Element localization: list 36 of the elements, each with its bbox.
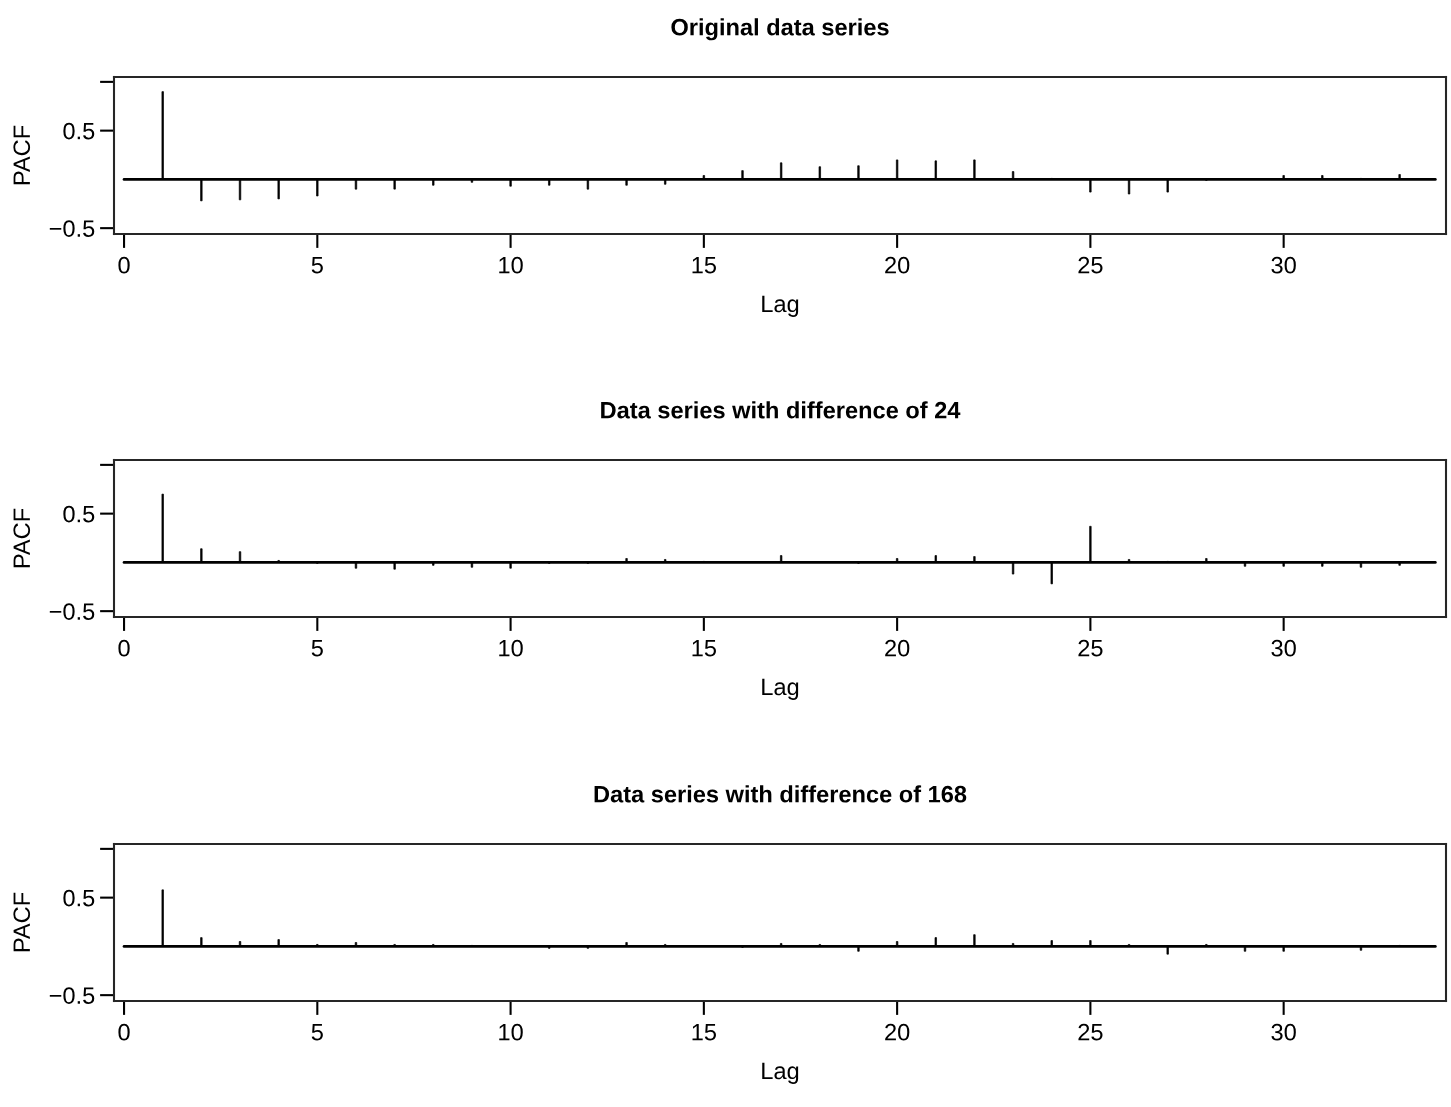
x-tick-label: 15 xyxy=(692,640,716,657)
x-axis-title: Lag xyxy=(762,295,799,317)
x-tick-label: 15 xyxy=(692,257,716,274)
y-axis-title: PACF xyxy=(13,508,31,568)
x-tick-label: 25 xyxy=(1078,639,1103,657)
y-tick-label: −0.5 xyxy=(49,987,95,1004)
y-tick-label: −0.5 xyxy=(49,220,95,237)
x-tick-label: 20 xyxy=(885,639,910,657)
chart-title: Data series with difference of 168 xyxy=(594,785,967,803)
x-tick-label: 30 xyxy=(1271,256,1296,274)
y-tick-label: −0.5 xyxy=(49,603,95,620)
x-tick-label: 5 xyxy=(311,640,323,657)
x-tick-label: 10 xyxy=(499,256,523,274)
x-tick-label: 30 xyxy=(1271,1023,1296,1041)
chart-title: Data series with difference of 24 xyxy=(601,401,961,419)
x-tick-label: 15 xyxy=(692,1024,716,1041)
x-tick-label: 20 xyxy=(885,1023,910,1041)
chart-title: Original data series xyxy=(671,18,889,41)
x-axis-title: Lag xyxy=(762,1062,799,1084)
y-axis-title: PACF xyxy=(13,892,31,952)
y-axis-title: PACF xyxy=(13,125,31,185)
x-tick-label: 30 xyxy=(1271,639,1296,657)
x-tick-label: 25 xyxy=(1078,256,1103,274)
x-tick-label: 0 xyxy=(118,639,130,657)
y-tick-label: 0.5 xyxy=(63,122,95,140)
x-tick-label: 10 xyxy=(499,639,523,657)
x-tick-label: 0 xyxy=(118,1023,130,1041)
x-axis-title: Lag xyxy=(762,678,799,700)
x-tick-label: 0 xyxy=(118,256,130,274)
x-tick-label: 25 xyxy=(1078,1023,1103,1041)
y-tick-label: 0.5 xyxy=(63,889,95,907)
y-tick-label: 0.5 xyxy=(63,505,95,523)
x-tick-label: 20 xyxy=(885,256,910,274)
x-tick-label: 5 xyxy=(311,1024,323,1041)
x-tick-label: 10 xyxy=(499,1023,523,1041)
x-tick-label: 5 xyxy=(311,257,323,274)
